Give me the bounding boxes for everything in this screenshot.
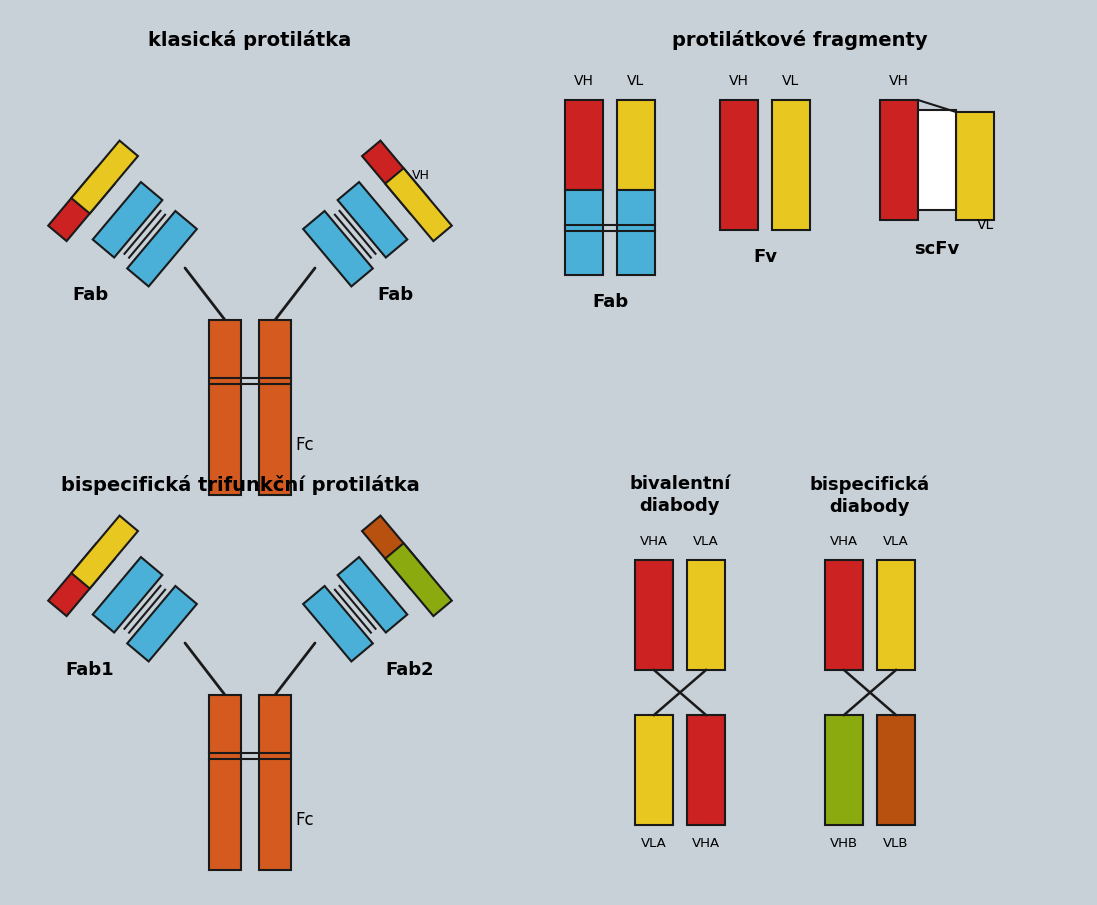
Text: VL: VL: [412, 193, 428, 205]
Bar: [918, 110, 955, 210]
Text: scFv: scFv: [915, 240, 960, 258]
Polygon shape: [303, 211, 373, 287]
Polygon shape: [127, 211, 196, 287]
Text: VLB: VLB: [883, 837, 908, 850]
Text: VLA: VLA: [641, 837, 667, 850]
Text: Fc: Fc: [295, 436, 314, 454]
Text: VH: VH: [730, 74, 749, 88]
Text: VH: VH: [574, 74, 593, 88]
Polygon shape: [71, 140, 138, 214]
Text: VHA: VHA: [640, 535, 668, 548]
Polygon shape: [48, 543, 115, 616]
Text: Fc: Fc: [295, 811, 314, 829]
Polygon shape: [385, 168, 452, 241]
Text: Fab1: Fab1: [66, 661, 114, 679]
Text: VHA: VHA: [692, 837, 720, 850]
Text: klasická protilátka: klasická protilátka: [148, 30, 352, 50]
Polygon shape: [93, 557, 162, 633]
Bar: [259, 320, 291, 495]
Text: VHA: VHA: [830, 535, 858, 548]
Bar: [877, 560, 915, 670]
Text: Fab2: Fab2: [386, 661, 434, 679]
Text: VLA: VLA: [693, 535, 719, 548]
Bar: [880, 100, 918, 220]
Text: VHB: VHB: [830, 837, 858, 850]
Polygon shape: [362, 140, 429, 214]
Text: VL: VL: [627, 74, 645, 88]
Bar: [825, 715, 863, 825]
Text: VH: VH: [412, 169, 430, 183]
Bar: [720, 100, 758, 230]
Polygon shape: [362, 516, 429, 588]
Polygon shape: [385, 543, 452, 616]
Text: Fab: Fab: [72, 286, 109, 304]
Polygon shape: [127, 586, 196, 662]
Polygon shape: [338, 557, 407, 633]
Bar: [210, 320, 241, 495]
Bar: [877, 715, 915, 825]
Text: bivalentní
diabody: bivalentní diabody: [630, 475, 731, 515]
Text: VH: VH: [889, 74, 909, 88]
Bar: [772, 100, 810, 230]
Text: protilátkové fragmenty: protilátkové fragmenty: [672, 30, 928, 50]
Text: Fv: Fv: [753, 248, 777, 266]
Bar: [210, 695, 241, 870]
Polygon shape: [303, 586, 373, 662]
Text: VL: VL: [782, 74, 800, 88]
Text: bispecifická
diabody: bispecifická diabody: [810, 475, 930, 516]
Bar: [687, 560, 725, 670]
Polygon shape: [71, 516, 138, 588]
Bar: [617, 190, 655, 275]
Bar: [565, 100, 603, 190]
Bar: [687, 715, 725, 825]
Bar: [955, 112, 994, 220]
Text: VLA: VLA: [883, 535, 909, 548]
Text: VL: VL: [977, 218, 994, 233]
Text: Fab: Fab: [377, 286, 414, 304]
Text: Fab: Fab: [592, 293, 629, 311]
Text: bispecifická trifunkční protilátka: bispecifická trifunkční protilátka: [60, 475, 419, 495]
Polygon shape: [338, 182, 407, 258]
Bar: [565, 190, 603, 275]
Bar: [635, 560, 672, 670]
Bar: [259, 695, 291, 870]
Polygon shape: [93, 182, 162, 258]
Bar: [825, 560, 863, 670]
Bar: [635, 715, 672, 825]
Polygon shape: [48, 168, 115, 241]
Bar: [617, 100, 655, 190]
